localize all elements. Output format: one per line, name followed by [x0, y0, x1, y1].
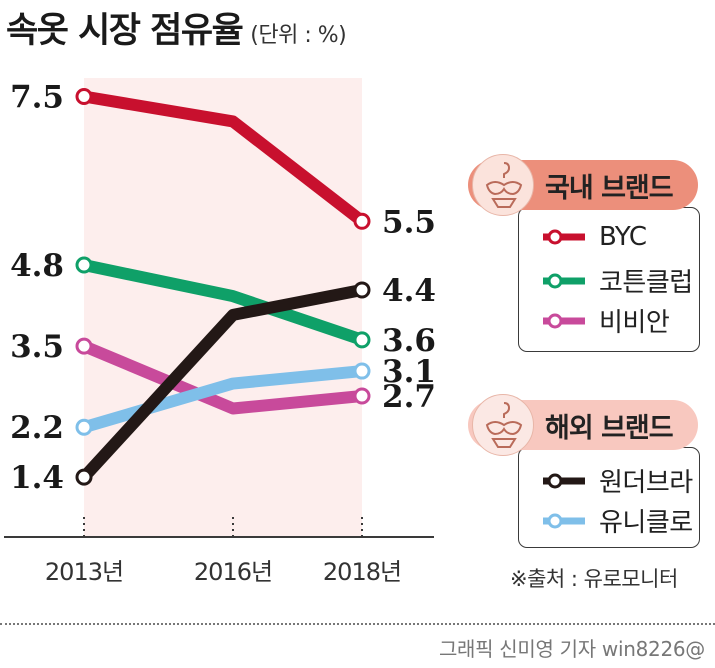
legend-marker-wonderbra [541, 471, 587, 491]
x-tick-label: 2016년 [194, 558, 272, 586]
legend-domestic-box: BYC 코튼클럽 비비안 [518, 207, 700, 352]
legend-item-byc: BYC [541, 222, 647, 252]
source-note: ※출처 : 유로모니터 [510, 567, 678, 591]
data-label: 4.4 [382, 273, 436, 309]
lingerie-icon [472, 154, 534, 216]
data-label: 3.1 [382, 354, 436, 390]
legend-foreign-box: 원더브라 유니클로 [518, 447, 700, 548]
data-point [75, 256, 93, 274]
data-point [353, 281, 371, 299]
unit-label: (단위 : %) [250, 23, 347, 48]
x-tick-label: 2018년 [323, 558, 401, 586]
series-line [82, 365, 363, 433]
legend-domestic-title: 국내 브랜드 [545, 172, 674, 204]
credit-line: 그래픽 신미영 기자 win8226@ [438, 637, 705, 661]
data-point [353, 387, 371, 405]
data-point [75, 468, 93, 486]
legend-label-uniqlo: 유니클로 [599, 508, 693, 538]
plot-band [84, 78, 362, 537]
legend-foreign-title: 해외 브랜드 [545, 412, 674, 444]
data-point [353, 212, 371, 230]
data-label: 7.5 [10, 80, 64, 116]
legend-item-vivien: 비비안 [541, 302, 670, 339]
legend-item-wonderbra: 원더브라 [541, 462, 693, 499]
data-point [75, 88, 93, 105]
data-label: 5.5 [382, 204, 436, 240]
data-label: 2.7 [382, 379, 436, 415]
data-point [353, 331, 371, 349]
lingerie-icon [472, 394, 534, 456]
legend-label-cottonclub: 코튼클럽 [599, 268, 693, 298]
data-label: 1.4 [10, 460, 64, 496]
series-line [79, 284, 364, 482]
legend-marker-uniqlo [541, 511, 587, 531]
data-label: 3.6 [382, 323, 436, 359]
chart-header: 속옷 시장 점유율 (단위 : %) [6, 2, 347, 53]
chart-title: 속옷 시장 점유율 [6, 11, 244, 51]
series-line [83, 90, 366, 227]
data-label: 3.5 [10, 329, 64, 365]
legend-domestic-tag: 국내 브랜드 [468, 154, 698, 216]
legend-marker-cottonclub [541, 271, 587, 291]
series-line [82, 259, 364, 346]
legend-label-wonderbra: 원더브라 [599, 468, 693, 498]
legend-item-uniqlo: 유니클로 [541, 502, 693, 539]
legend-foreign-tag: 해외 브랜드 [468, 394, 698, 456]
data-label: 2.2 [10, 410, 64, 446]
data-point [75, 337, 93, 355]
data-point [353, 362, 371, 380]
data-label: 4.8 [10, 248, 64, 284]
legend-label-byc: BYC [599, 222, 647, 252]
legend-marker-byc [541, 227, 587, 247]
legend-item-cottonclub: 코튼클럽 [541, 262, 693, 299]
series-line [81, 340, 363, 415]
x-tick-label: 2013년 [45, 558, 123, 586]
data-point [75, 418, 93, 436]
divider [0, 623, 715, 625]
legend-marker-vivien [541, 311, 587, 331]
legend-label-vivien: 비비안 [599, 308, 670, 338]
